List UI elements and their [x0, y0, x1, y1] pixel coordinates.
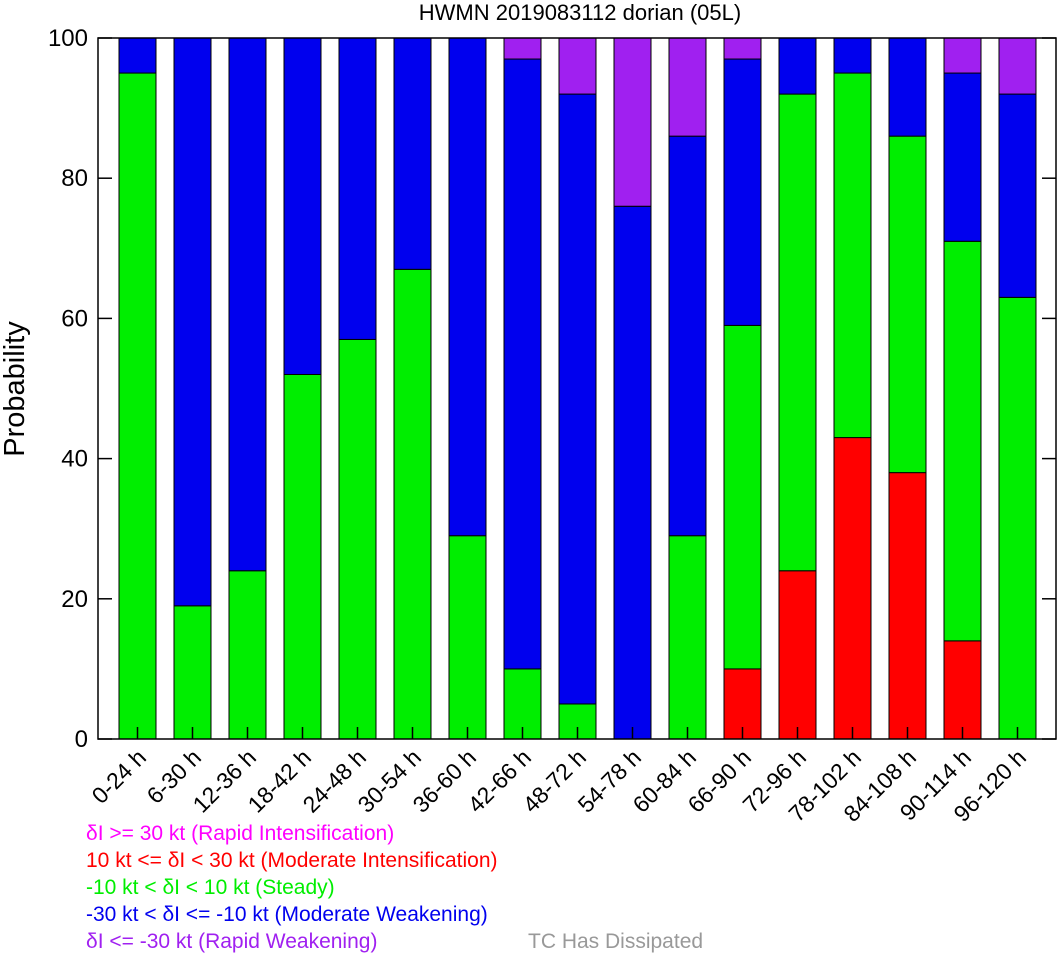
- bar-segment-18-42h-series-2: [283, 373, 322, 740]
- bar-segment-84-108h-series-1: [888, 472, 927, 740]
- bar-segment-66-90h-series-3: [723, 58, 762, 326]
- x-axis: 0-24 h6-30 h12-36 h18-42 h24-48 h30-54 h…: [87, 727, 1031, 827]
- bar-segment-48-72h-series-3: [558, 93, 597, 705]
- bar-segment-90-114h-series-4: [943, 37, 982, 74]
- bar-segment-12-36h-series-3: [228, 37, 267, 572]
- bar-segment-96-120h-series-3: [998, 93, 1037, 298]
- y-tick-label: 60: [61, 305, 88, 332]
- bar-segment-84-108h-series-2: [888, 135, 927, 474]
- legend-entry-1: 10 kt <= δI < 30 kt (Moderate Intensific…: [86, 849, 498, 872]
- bar-segment-24-48h-series-2: [338, 338, 377, 740]
- bar-segment-48-72h-series-4: [558, 37, 597, 95]
- bar-segment-30-54h-series-2: [393, 268, 432, 740]
- bar-segment-66-90h-series-2: [723, 324, 762, 670]
- bar-segment-42-66h-series-4: [503, 37, 542, 60]
- y-axis: 0 20 40 60 80 100: [48, 25, 1056, 753]
- bar-segment-96-120h-series-2: [998, 296, 1037, 740]
- bar-segment-6-30h-series-2: [173, 605, 212, 740]
- y-axis-label: Probability: [0, 321, 31, 457]
- dissipated-label: TC Has Dissipated: [528, 930, 704, 953]
- y-tick-label: 100: [48, 25, 88, 52]
- bar-segment-72-96h-series-3: [778, 37, 817, 95]
- bar-segment-0-24h-series-3: [118, 37, 157, 74]
- bar-segment-84-108h-series-3: [888, 37, 927, 137]
- y-tick-label: 80: [61, 165, 88, 192]
- legend-entry-4: δI <= -30 kt (Rapid Weakening): [86, 930, 378, 953]
- x-tick-label: 0-24 h: [87, 744, 152, 809]
- bar-segment-66-90h-series-4: [723, 37, 762, 60]
- y-tick-label: 40: [61, 446, 88, 473]
- bar-segment-60-84h-series-3: [668, 135, 707, 537]
- bar-segment-54-78h-series-4: [613, 37, 652, 207]
- bar-segment-78-102h-series-1: [833, 437, 872, 740]
- bar-segment-90-114h-series-1: [943, 640, 982, 740]
- bar-segment-60-84h-series-2: [668, 535, 707, 740]
- bar-segment-96-120h-series-4: [998, 37, 1037, 95]
- bar-segment-18-42h-series-3: [283, 37, 322, 375]
- y-tick-label: 20: [61, 586, 88, 613]
- bar-segment-78-102h-series-2: [833, 72, 872, 439]
- legend-entry-0: δI >= 30 kt (Rapid Intensification): [86, 822, 395, 845]
- legend-entry-2: -10 kt < δI < 10 kt (Steady): [86, 876, 335, 899]
- bar-segment-30-54h-series-3: [393, 37, 432, 270]
- bar-segment-36-60h-series-2: [448, 535, 487, 740]
- bar-segment-36-60h-series-3: [448, 37, 487, 537]
- chart-title: HWMN 2019083112 dorian (05L): [419, 0, 741, 25]
- bar-segment-78-102h-series-3: [833, 37, 872, 74]
- bar-segment-24-48h-series-3: [338, 37, 377, 340]
- bar-segment-90-114h-series-2: [943, 240, 982, 642]
- bar-segment-72-96h-series-2: [778, 93, 817, 572]
- bar-segment-0-24h-series-2: [118, 72, 157, 740]
- bar-segment-12-36h-series-2: [228, 570, 267, 740]
- bar-segment-90-114h-series-3: [943, 72, 982, 242]
- bar-segment-72-96h-series-1: [778, 570, 817, 740]
- bar-segment-42-66h-series-3: [503, 58, 542, 670]
- legend-entry-3: -30 kt < δI <= -10 kt (Moderate Weakenin…: [86, 903, 488, 926]
- y-tick-label: 0: [75, 726, 88, 753]
- bar-segment-6-30h-series-3: [173, 37, 212, 607]
- bar-segment-60-84h-series-4: [668, 37, 707, 137]
- bars-group: [118, 37, 1037, 740]
- bar-segment-54-78h-series-3: [613, 205, 652, 740]
